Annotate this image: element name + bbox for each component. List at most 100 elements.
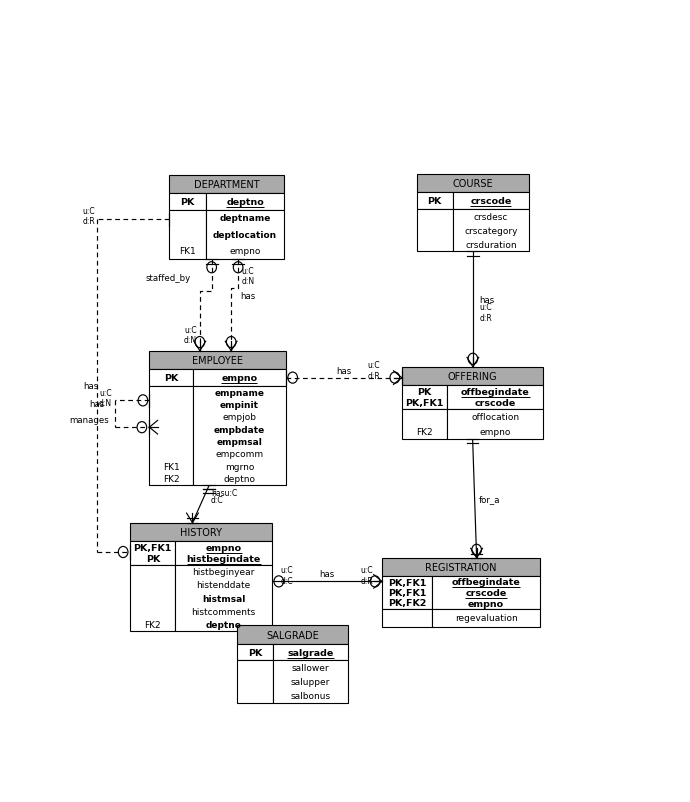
Text: deptno: deptno bbox=[226, 197, 264, 207]
Text: empno: empno bbox=[468, 599, 504, 608]
Text: histbeginyear: histbeginyear bbox=[193, 567, 255, 576]
Text: FK1: FK1 bbox=[163, 462, 179, 472]
Text: empno: empno bbox=[480, 427, 511, 436]
Text: offbegindate: offbegindate bbox=[461, 387, 530, 396]
Text: OFFERING: OFFERING bbox=[448, 371, 497, 382]
Text: hasu:C: hasu:C bbox=[211, 489, 237, 498]
Text: u:C
d:N: u:C d:N bbox=[99, 388, 112, 407]
Text: deptno: deptno bbox=[224, 475, 255, 484]
Text: histenddate: histenddate bbox=[197, 581, 250, 589]
Text: has: has bbox=[83, 382, 98, 391]
Text: FK2: FK2 bbox=[144, 621, 161, 630]
Text: crsdesc: crsdesc bbox=[473, 213, 508, 221]
Text: crsduration: crsduration bbox=[465, 241, 517, 249]
Text: FK2: FK2 bbox=[163, 475, 179, 484]
Text: histbegindate: histbegindate bbox=[186, 555, 261, 564]
Text: PK: PK bbox=[248, 648, 262, 657]
Text: offlocation: offlocation bbox=[471, 412, 520, 421]
Text: u:C
d:C: u:C d:C bbox=[280, 565, 293, 585]
Text: REGISTRATION: REGISTRATION bbox=[425, 562, 497, 573]
Text: deptno: deptno bbox=[206, 621, 242, 630]
Text: has: has bbox=[336, 367, 351, 375]
Text: crscode: crscode bbox=[475, 399, 516, 408]
Text: histmsal: histmsal bbox=[202, 593, 246, 603]
Text: staffed_by: staffed_by bbox=[145, 274, 190, 283]
Text: d:C: d:C bbox=[211, 496, 224, 504]
Text: FK1: FK1 bbox=[179, 247, 196, 256]
Bar bbox=[453, 210, 529, 252]
Bar bbox=[175, 541, 272, 565]
Bar bbox=[273, 644, 348, 661]
Bar bbox=[433, 609, 540, 627]
Text: SALGRADE: SALGRADE bbox=[266, 630, 319, 640]
Text: empno: empno bbox=[229, 247, 261, 256]
Bar bbox=[447, 409, 544, 439]
Text: empno: empno bbox=[206, 543, 242, 552]
Bar bbox=[169, 210, 206, 260]
Bar bbox=[273, 661, 348, 703]
Text: deptname: deptname bbox=[219, 214, 270, 223]
Text: empname: empname bbox=[215, 388, 264, 397]
Text: crscode: crscode bbox=[466, 588, 506, 597]
Bar bbox=[417, 193, 453, 210]
Bar bbox=[237, 626, 348, 644]
Bar bbox=[193, 370, 286, 387]
Bar bbox=[149, 370, 193, 387]
Text: histcomments: histcomments bbox=[192, 607, 256, 616]
Text: regevaluation: regevaluation bbox=[455, 614, 518, 622]
Text: u:C
d:R: u:C d:R bbox=[480, 303, 492, 322]
Text: FK2: FK2 bbox=[416, 427, 433, 436]
Text: manages: manages bbox=[70, 416, 109, 425]
Text: PK,FK1
PK,FK1
PK,FK2: PK,FK1 PK,FK1 PK,FK2 bbox=[388, 578, 426, 608]
Text: COURSE: COURSE bbox=[453, 179, 493, 189]
Text: deptlocation: deptlocation bbox=[213, 231, 277, 240]
Text: u:C
d:R: u:C d:R bbox=[368, 361, 380, 380]
Text: u:C
d:N: u:C d:N bbox=[242, 266, 255, 286]
Bar bbox=[417, 175, 529, 193]
Text: salgrade: salgrade bbox=[287, 648, 333, 657]
Text: DEPARTMENT: DEPARTMENT bbox=[194, 180, 259, 189]
Bar bbox=[382, 609, 433, 627]
Bar bbox=[149, 351, 286, 370]
Bar bbox=[433, 577, 540, 609]
Text: PK: PK bbox=[180, 197, 195, 207]
Text: has: has bbox=[240, 291, 255, 300]
Bar bbox=[237, 644, 273, 661]
Bar bbox=[453, 193, 529, 210]
Bar bbox=[206, 210, 284, 260]
Text: mgrno: mgrno bbox=[225, 462, 254, 472]
Text: empbdate: empbdate bbox=[214, 425, 265, 434]
Bar bbox=[130, 565, 175, 632]
Text: offbegindate: offbegindate bbox=[452, 577, 520, 586]
Text: u:C
d:R: u:C d:R bbox=[83, 207, 95, 226]
Text: empinit: empinit bbox=[220, 400, 259, 410]
Bar bbox=[402, 386, 447, 409]
Bar bbox=[382, 558, 540, 577]
Text: EMPLOYEE: EMPLOYEE bbox=[192, 355, 243, 366]
Text: empno: empno bbox=[221, 374, 257, 383]
Text: for_a: for_a bbox=[479, 494, 500, 503]
Text: HISTORY: HISTORY bbox=[180, 527, 222, 537]
Text: salbonus: salbonus bbox=[290, 691, 331, 700]
Bar bbox=[130, 523, 272, 541]
Text: has: has bbox=[480, 296, 495, 305]
Text: empmsal: empmsal bbox=[217, 438, 262, 447]
Bar bbox=[149, 387, 193, 485]
Bar bbox=[169, 194, 206, 210]
Bar bbox=[237, 661, 273, 703]
Bar bbox=[169, 176, 284, 194]
Text: PK,FK1
PK: PK,FK1 PK bbox=[134, 544, 172, 563]
Text: empcomm: empcomm bbox=[215, 450, 264, 459]
Text: has: has bbox=[319, 569, 335, 579]
Text: u:C
d:N: u:C d:N bbox=[184, 326, 197, 345]
Bar bbox=[175, 565, 272, 632]
Bar bbox=[382, 577, 433, 609]
Text: PK: PK bbox=[428, 197, 442, 206]
Text: u:C
d:R: u:C d:R bbox=[361, 565, 373, 585]
Bar bbox=[206, 194, 284, 210]
Text: has: has bbox=[90, 400, 105, 409]
Text: sallower: sallower bbox=[292, 663, 329, 672]
Text: PK
PK,FK1: PK PK,FK1 bbox=[405, 388, 444, 407]
Bar bbox=[402, 367, 544, 386]
Bar bbox=[130, 541, 175, 565]
